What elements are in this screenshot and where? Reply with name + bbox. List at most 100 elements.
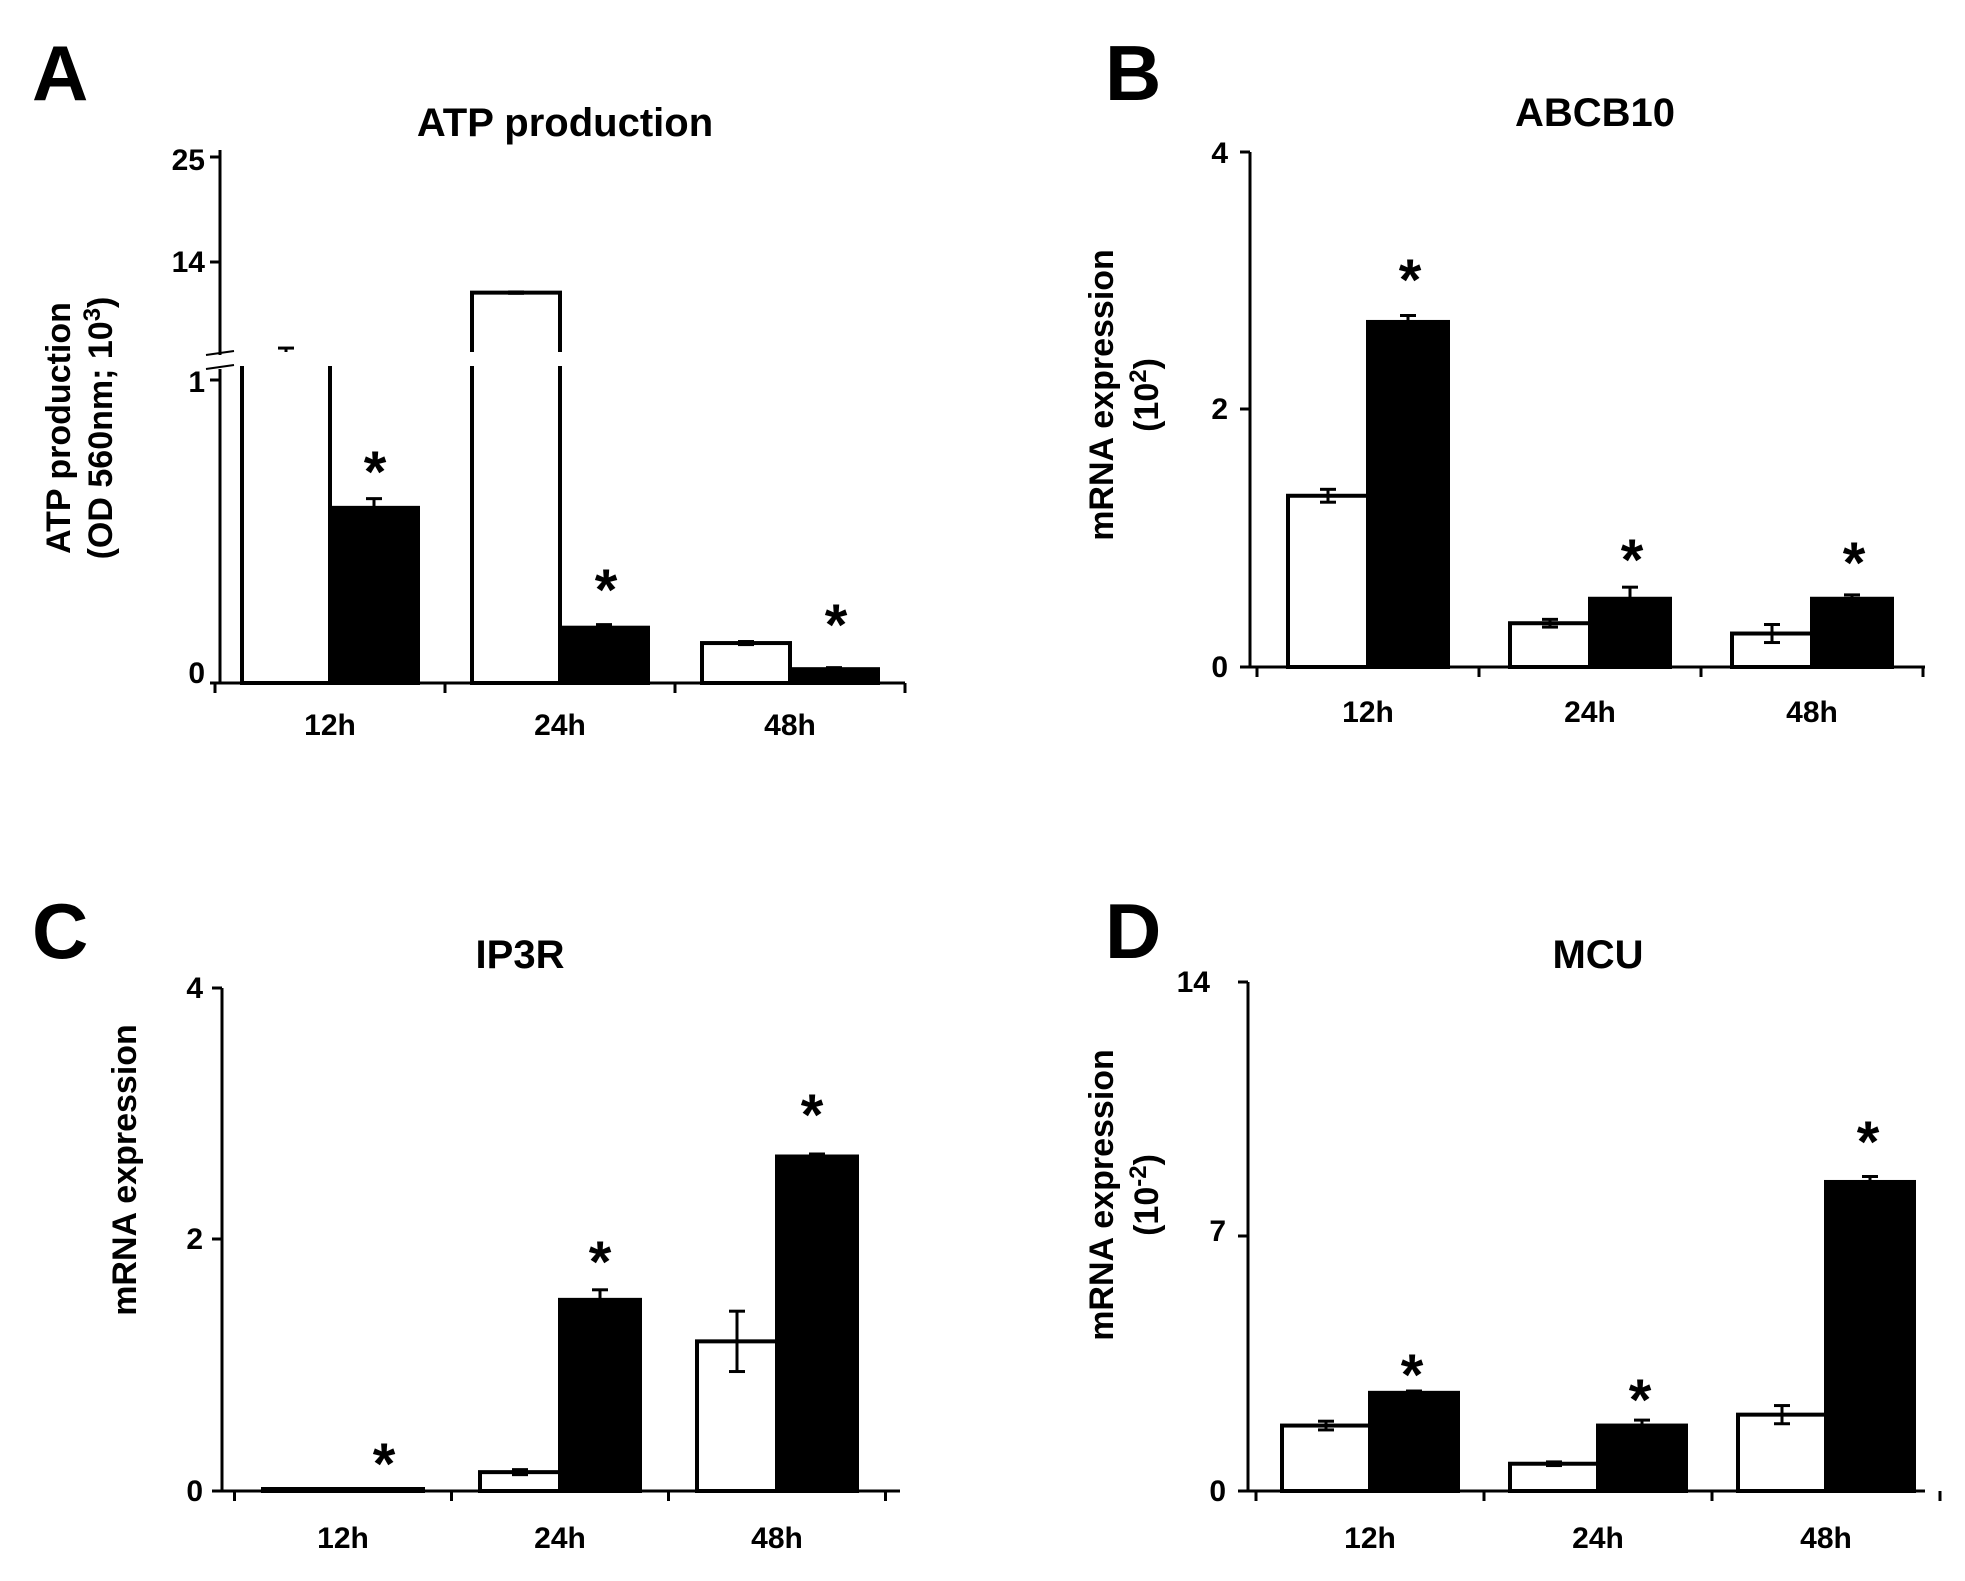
y-tick-label: 0	[188, 657, 205, 690]
x-tick-label: 48h	[1800, 1522, 1852, 1555]
significance-star: *	[801, 1083, 824, 1148]
x-tick-label: 24h	[1564, 696, 1616, 729]
y-tick-label: 0	[186, 1475, 203, 1508]
panel-b: B ABCB10 mRNA expression (102) 0 2 4 12h…	[1083, 29, 1925, 729]
panel-d-bars	[1280, 1175, 1916, 1494]
panel-a-x-labels: 12h 24h 48h	[304, 709, 816, 742]
bar-break-gap	[468, 352, 564, 366]
panel-d-ylabel-unit-end: )	[1128, 1154, 1166, 1165]
panel-b-ylabel-unit: (102)	[1125, 358, 1166, 432]
y-tick-label: 2	[1211, 393, 1228, 426]
significance-star: *	[595, 558, 618, 623]
panel-a-bars	[238, 290, 880, 686]
control-bar	[1280, 1423, 1372, 1493]
y-tick-label: 4	[186, 972, 203, 1005]
panel-d-ylabel: mRNA expression	[1083, 1049, 1121, 1341]
panel-b-ylabel-unit-end: )	[1128, 358, 1166, 369]
treated-bar	[558, 1297, 642, 1493]
x-tick-label: 12h	[1342, 696, 1394, 729]
axis-break-mark	[205, 364, 235, 370]
panel-d: D MCU mRNA expression (10-2) 0 7 14 12h …	[1083, 887, 1942, 1555]
panel-b-title: ABCB10	[1515, 91, 1675, 135]
control-bar	[1736, 1412, 1828, 1494]
panel-b-ticks: 0 2 4	[1211, 137, 1228, 684]
panel-c-bars	[261, 1152, 859, 1494]
x-tick-label: 24h	[1572, 1522, 1624, 1555]
y-tick-label: 25	[172, 144, 205, 177]
panel-a-ylabel-unit-base: (OD 560nm; 10	[82, 321, 120, 559]
panel-d-ticks: 0 7 14	[1177, 966, 1226, 1508]
panel-d-ylabel-unit-base: (10	[1128, 1187, 1166, 1236]
panel-a: A ATP production ATP production (OD 560n…	[32, 29, 907, 742]
control-bar	[1508, 1461, 1600, 1494]
panel-c-title: IP3R	[476, 933, 565, 977]
panel-letter-a: A	[32, 29, 88, 117]
significance-star: *	[373, 1432, 396, 1497]
y-tick-label: 7	[1209, 1215, 1226, 1248]
panel-letter-c: C	[32, 887, 88, 975]
bar-break-gap	[238, 352, 334, 366]
significance-star: *	[1843, 531, 1866, 596]
treated-bar	[1596, 1423, 1688, 1493]
significance-star: *	[364, 440, 387, 505]
y-tick-label: 14	[172, 246, 206, 279]
treated-bar	[1368, 1390, 1460, 1493]
treated-bar	[328, 505, 420, 686]
panel-a-ticks: 25 14 1 0	[172, 144, 206, 690]
treated-bar	[1810, 596, 1894, 670]
panel-d-ylabel-unit: (10-2)	[1125, 1154, 1166, 1236]
panel-d-x-labels: 12h 24h 48h	[1344, 1522, 1852, 1555]
treated-bar	[1824, 1179, 1916, 1493]
panel-b-ylabel: mRNA expression	[1083, 249, 1121, 541]
panel-c-ticks: 0 2 4	[186, 972, 203, 1508]
significance-star: *	[1401, 1343, 1424, 1408]
significance-star: *	[589, 1230, 612, 1295]
panel-b-bars	[1286, 314, 1894, 670]
significance-star: *	[1621, 528, 1644, 593]
control-bar	[700, 641, 792, 686]
x-tick-label: 48h	[751, 1522, 803, 1555]
treated-bar	[558, 625, 650, 686]
x-tick-label: 24h	[534, 1522, 586, 1555]
x-tick-label: 48h	[764, 709, 816, 742]
significance-star: *	[825, 593, 848, 658]
treated-bar	[775, 1154, 859, 1493]
panel-a-significance: * * *	[364, 440, 848, 658]
x-tick-label: 24h	[534, 709, 586, 742]
panel-a-ylabel-unit-end: )	[82, 297, 120, 308]
panel-c-significance: * * *	[373, 1083, 824, 1497]
y-tick-label: 14	[1177, 966, 1211, 999]
significance-star: *	[1857, 1110, 1880, 1175]
treated-bar	[341, 1487, 425, 1493]
control-bar	[261, 1487, 345, 1493]
y-tick-label: 1	[188, 366, 205, 399]
panel-b-significance: * * *	[1399, 248, 1866, 596]
control-bar	[470, 290, 562, 685]
x-tick-label: 48h	[1786, 696, 1838, 729]
y-tick-label: 0	[1211, 651, 1228, 684]
control-bar	[1508, 621, 1592, 669]
x-tick-label: 12h	[317, 1522, 369, 1555]
panel-a-ylabel: ATP production	[40, 302, 78, 554]
panel-b-ylabel-unit-base: (10	[1128, 383, 1166, 432]
panel-c: C IP3R mRNA expression 0 2 4 12h 24h 48h…	[32, 887, 900, 1555]
y-tick-label: 4	[1211, 137, 1228, 170]
panel-c-x-labels: 12h 24h 48h	[317, 1522, 803, 1555]
significance-star: *	[1399, 248, 1422, 313]
x-tick-label: 12h	[1344, 1522, 1396, 1555]
panel-letter-b: B	[1105, 29, 1161, 117]
y-tick-label: 2	[186, 1223, 203, 1256]
panel-d-title: MCU	[1552, 933, 1643, 977]
control-bar	[1286, 493, 1370, 670]
panel-d-significance: * * *	[1401, 1110, 1880, 1433]
panel-c-ylabel: mRNA expression	[106, 1024, 144, 1316]
significance-star: *	[1629, 1368, 1652, 1433]
axis-break-mark	[205, 350, 235, 356]
panel-a-ylabel-unit: (OD 560nm; 103)	[79, 297, 120, 560]
panel-d-ylabel-unit-sup: -2	[1125, 1165, 1152, 1186]
panel-b-x-labels: 12h 24h 48h	[1342, 696, 1838, 729]
panel-a-title: ATP production	[417, 101, 713, 145]
panel-letter-d: D	[1105, 887, 1161, 975]
panel-a-ylabel-unit-sup: 3	[79, 308, 106, 321]
